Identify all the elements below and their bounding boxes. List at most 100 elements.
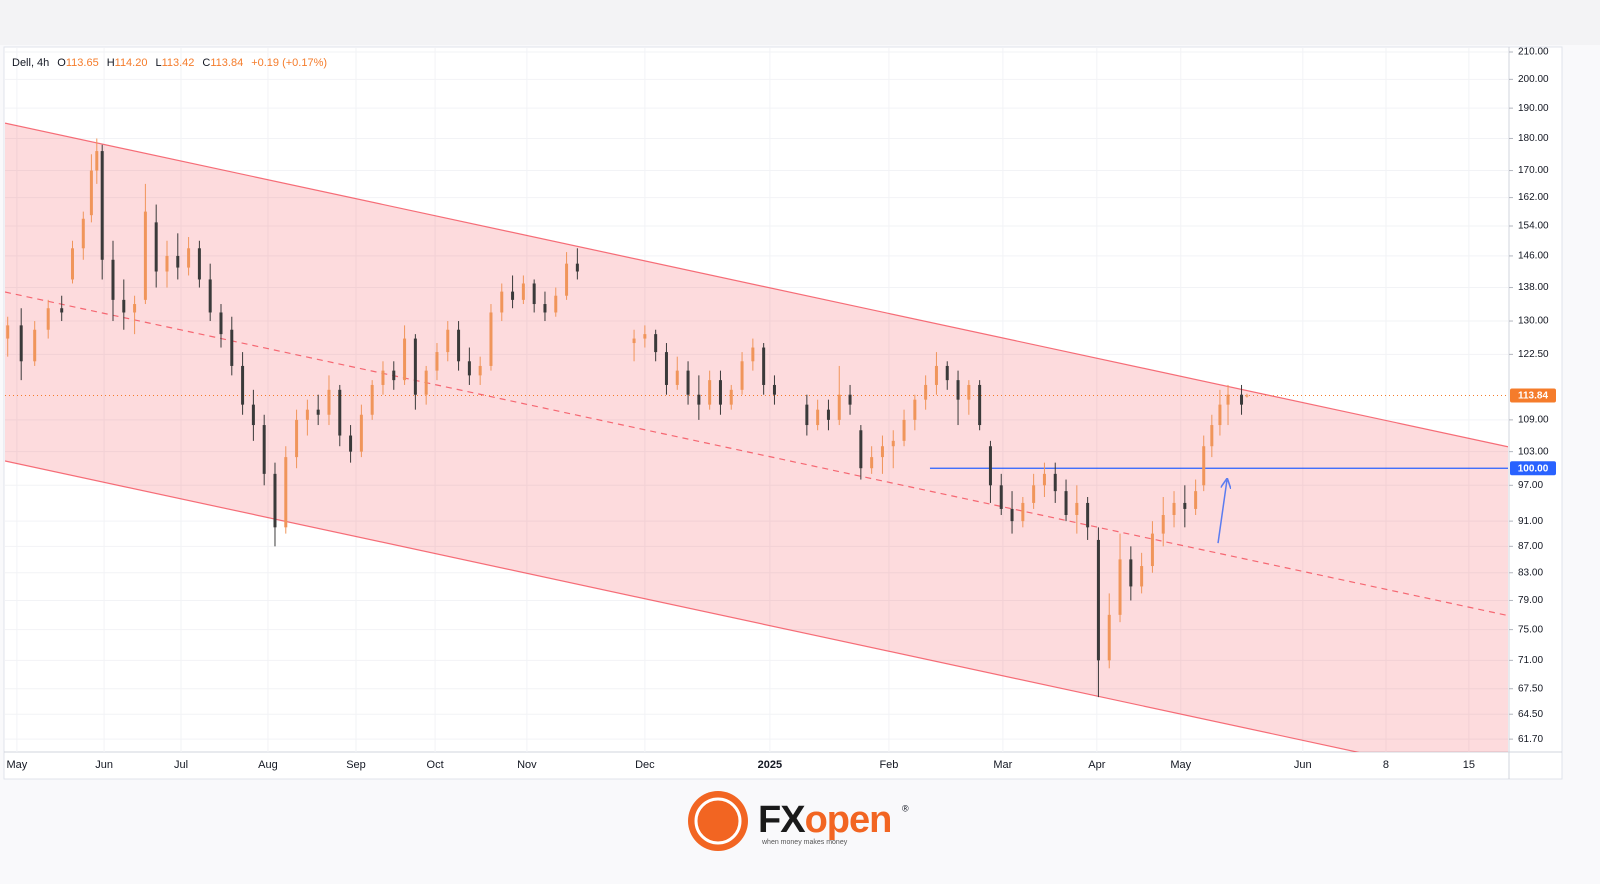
axes: 210.00 200.00 190.00 180.00 170.00 162.00 154.… — [6, 47, 1556, 771]
y-tick-label: 75.00 — [1518, 624, 1543, 635]
arrow — [1217, 480, 1227, 544]
x-tick-label: Feb — [879, 759, 898, 771]
logo-registered: ® — [902, 803, 909, 813]
candle-body — [654, 334, 658, 353]
change: +0.19 (+0.17%) — [251, 57, 327, 69]
y-tick-label: 170.00 — [1518, 165, 1549, 176]
candle-body — [880, 446, 884, 458]
x-tick-label: 15 — [1463, 759, 1475, 771]
candle-body — [165, 255, 169, 272]
channel-upper — [5, 122, 1508, 448]
candle-body — [848, 394, 852, 405]
field-value: 113.84 — [210, 57, 243, 69]
price-tag — [1510, 461, 1556, 476]
y-tick-label: 64.50 — [1518, 709, 1543, 720]
x-tick-label: May — [1170, 759, 1191, 771]
x-tick-label: Jun — [95, 759, 113, 771]
candle-body — [967, 384, 971, 400]
candle-body — [489, 312, 493, 366]
candle-body — [805, 404, 809, 426]
candle-body — [664, 352, 668, 385]
price-tag-label: 113.84 — [1518, 391, 1548, 402]
candle-body — [554, 295, 558, 313]
candle-body — [826, 409, 830, 420]
candle-body — [187, 248, 191, 268]
candle-body — [305, 409, 309, 420]
candle-body — [392, 370, 396, 381]
y-tick-label: 79.00 — [1518, 595, 1543, 606]
x-tick-label: Oct — [427, 759, 444, 771]
candle-body — [1032, 485, 1036, 503]
candle-body — [1021, 502, 1025, 522]
y-tick-label: 91.00 — [1518, 516, 1543, 527]
candle-body — [403, 338, 407, 381]
x-tick-label: May — [6, 759, 27, 771]
price-tag — [1510, 388, 1556, 403]
logo-text: FXopen — [758, 799, 891, 841]
candles — [6, 138, 1249, 698]
candle-body — [241, 365, 245, 405]
candle-body — [1210, 425, 1214, 447]
candle-body — [219, 312, 223, 335]
candle-body — [1096, 539, 1100, 661]
candle-body — [60, 308, 64, 313]
candle-body — [467, 361, 471, 376]
candle-body — [1042, 473, 1046, 486]
candle-body — [1194, 491, 1198, 509]
candle-body — [284, 457, 288, 528]
x-tick-label: 8 — [1383, 759, 1389, 771]
candle-body — [19, 325, 23, 362]
y-tick-label: 67.50 — [1518, 683, 1543, 694]
y-tick-label: 130.00 — [1518, 316, 1549, 327]
x-tick-label: 2025 — [758, 759, 782, 771]
candle-body — [1172, 502, 1176, 516]
candle-body — [1150, 533, 1154, 567]
candle-body — [1053, 473, 1057, 492]
candle-body — [772, 384, 776, 395]
y-tick-label: 103.00 — [1518, 446, 1549, 457]
x-tick-label: Mar — [993, 759, 1012, 771]
logo-open: open — [805, 799, 892, 841]
candle-body — [1226, 394, 1230, 405]
x-tick-label: Aug — [258, 759, 278, 771]
y-tick-label: 162.00 — [1518, 192, 1549, 203]
field-value: 113.65 — [66, 57, 99, 69]
logo: FXopen ® when money makes money — [688, 791, 909, 851]
candle-body — [81, 218, 85, 249]
y-tick-label: 200.00 — [1518, 74, 1549, 85]
logo-tagline: when money makes money — [761, 839, 848, 846]
y-tick-label: 122.50 — [1518, 349, 1549, 360]
x-tick-label: Apr — [1088, 759, 1105, 771]
candle-body — [349, 435, 353, 452]
candle-body — [70, 248, 74, 280]
y-tick-label: 154.00 — [1518, 221, 1549, 232]
candle-body — [1245, 395, 1249, 397]
candle-body — [327, 389, 331, 415]
candle-body — [1086, 502, 1090, 528]
candle-body — [478, 365, 482, 376]
candle-body — [565, 263, 569, 296]
candle-body — [457, 329, 461, 362]
candle-body — [891, 440, 895, 447]
y-tick-label: 71.00 — [1518, 655, 1543, 666]
channel-lower — [5, 460, 1360, 752]
candle-body — [6, 325, 10, 339]
candle-body — [208, 279, 212, 313]
field-key: O — [57, 57, 66, 69]
candle-body — [1064, 491, 1068, 516]
candle-body — [413, 338, 417, 395]
candle-body — [154, 222, 158, 272]
candle-body — [988, 446, 992, 486]
y-tick-label: 97.00 — [1518, 480, 1543, 491]
field-key: L — [155, 57, 161, 69]
candle-body — [273, 473, 277, 528]
price-tag-label: 100.00 — [1518, 463, 1549, 474]
x-tick-label: Jun — [1294, 759, 1312, 771]
candle-body — [230, 329, 234, 366]
candle-body — [751, 347, 755, 362]
candle-body — [902, 419, 906, 441]
field-key: H — [107, 57, 115, 69]
logo-icon-ring — [694, 797, 742, 845]
candle-body — [1010, 508, 1014, 522]
candle-body — [1218, 404, 1222, 426]
